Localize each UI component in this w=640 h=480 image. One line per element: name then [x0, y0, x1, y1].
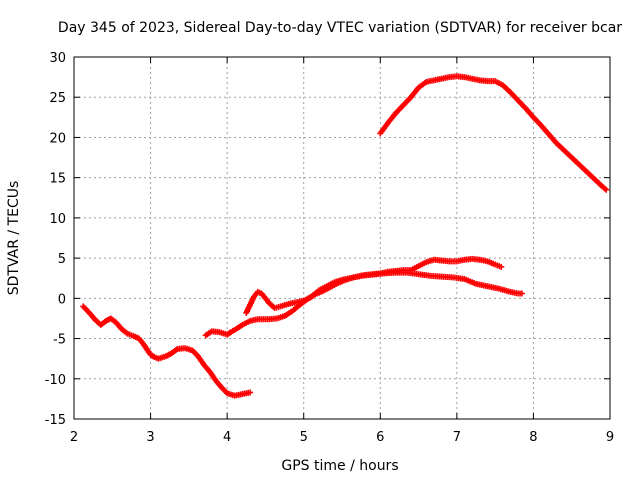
x-tick-label: 8 — [529, 430, 537, 445]
point-markers — [243, 255, 505, 316]
x-tick-label: 5 — [300, 430, 308, 445]
x-axis-label: GPS time / hours — [281, 458, 398, 474]
y-tick-label: 5 — [58, 252, 66, 267]
chart-title: Day 345 of 2023, Sidereal Day-to-day VTE… — [58, 20, 622, 36]
y-tick-label: 0 — [58, 292, 66, 307]
x-tick-label: 4 — [223, 430, 231, 445]
y-tick-label: 15 — [49, 172, 66, 187]
x-tick-label: 6 — [376, 430, 384, 445]
data-points — [80, 73, 610, 399]
series-track-3 — [243, 255, 505, 316]
y-tick-label: 10 — [49, 212, 66, 227]
y-tick-label: 20 — [49, 131, 66, 146]
y-tick-label: -15 — [45, 413, 66, 428]
y-tick-label: 30 — [49, 51, 66, 66]
x-tick-label: 2 — [70, 430, 78, 445]
series-track-4 — [377, 73, 610, 193]
point-markers — [377, 73, 610, 193]
y-tick-label: 25 — [49, 91, 66, 106]
plot-frame — [73, 56, 611, 420]
ticks: 2 3 4 5 6 7 8 9 -15 -10 -5 0 5 10 15 20 25 30 — [45, 51, 614, 445]
y-tick-label: -10 — [45, 373, 66, 388]
x-tick-label: 7 — [453, 430, 461, 445]
y-tick-label: -5 — [53, 333, 66, 348]
point-markers — [80, 303, 254, 399]
x-tick-label: 9 — [606, 430, 614, 445]
y-axis-label: SDTVAR / TECUs — [6, 181, 22, 296]
series-track-1 — [80, 303, 254, 399]
x-tick-label: 3 — [146, 430, 154, 445]
